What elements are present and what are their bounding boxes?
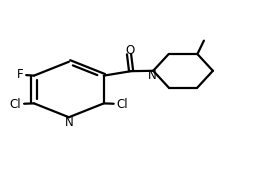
Text: Cl: Cl bbox=[117, 98, 128, 111]
Text: N: N bbox=[148, 69, 157, 82]
Text: Cl: Cl bbox=[9, 98, 21, 111]
Text: F: F bbox=[16, 68, 23, 81]
Text: N: N bbox=[65, 116, 74, 129]
Text: O: O bbox=[125, 44, 134, 57]
